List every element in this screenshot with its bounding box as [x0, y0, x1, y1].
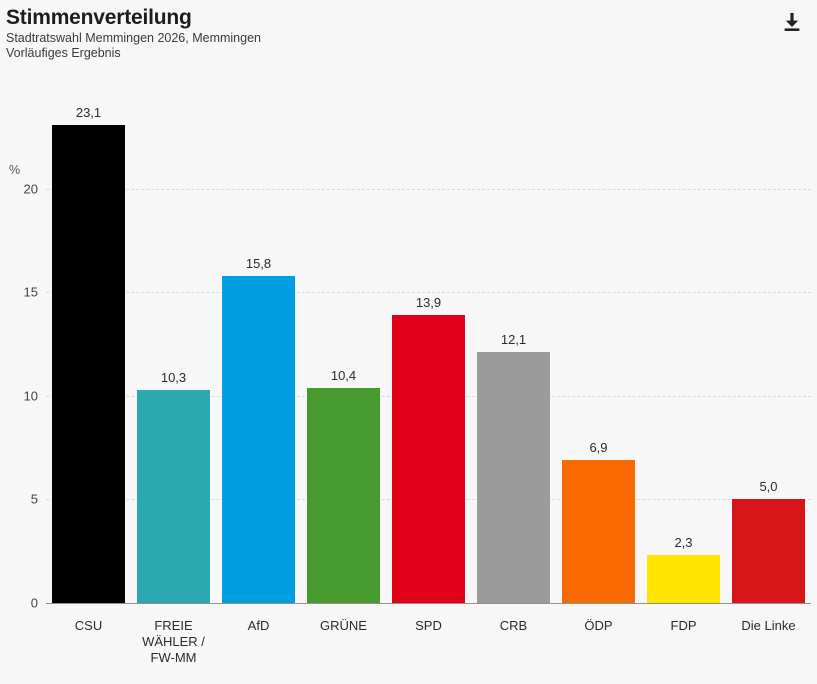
- bar-value-label: 13,9: [415, 295, 442, 311]
- bar-value-label: 5,0: [759, 479, 778, 495]
- bar-value-label: 10,4: [330, 367, 357, 383]
- x-axis-category-label: FDP: [641, 618, 726, 634]
- bar[interactable]: [646, 555, 721, 603]
- x-axis-category-label: SPD: [386, 618, 471, 634]
- x-axis-category-label: ÖDP: [556, 618, 641, 634]
- bar-value-label: 15,8: [245, 255, 272, 271]
- y-axis-unit: %: [9, 162, 21, 177]
- bar-group[interactable]: 15,8: [216, 84, 301, 604]
- x-axis-category-label: CSU: [46, 618, 131, 634]
- x-axis-label-line: Die Linke: [741, 618, 796, 633]
- plot-area: % 0 5 10 15 20 23,1 10,3 15,8 10,4 13,9 12,1 6,9 2,…: [0, 84, 817, 611]
- bar-value-label: 2,3: [674, 535, 693, 551]
- y-axis-tick-label: 5: [30, 491, 38, 507]
- x-axis: CSU FREIE WÄHLER / FW-MM AfD GRÜNE SPD CRB ÖDP FD…: [46, 608, 811, 684]
- x-axis-category-label: Die Linke: [726, 618, 811, 634]
- bar-value-label: 6,9: [589, 440, 608, 456]
- gridline: [46, 188, 811, 190]
- y-axis: % 0 5 10 15 20: [0, 84, 46, 611]
- bar[interactable]: [476, 352, 551, 603]
- chart-subtitle-secondary: Vorläufiges Ergebnis: [6, 46, 121, 60]
- x-axis-label-line: FW-MM: [150, 650, 197, 665]
- y-axis-tick-label: 15: [23, 284, 38, 300]
- bar-group[interactable]: 12,1: [471, 84, 556, 604]
- x-axis-label-line: FREIE: [154, 618, 193, 633]
- chart-subtitle: Stadtratswahl Memmingen 2026, Memmingen: [6, 31, 261, 45]
- x-axis-label-line: WÄHLER /: [142, 634, 205, 649]
- x-axis-category-label: AfD: [216, 618, 301, 634]
- bar-group[interactable]: 10,4: [301, 84, 386, 604]
- bar[interactable]: [731, 499, 806, 603]
- bar[interactable]: [51, 124, 126, 603]
- x-axis-category-label: GRÜNE: [301, 618, 386, 634]
- page-title: Stimmenverteilung: [6, 6, 192, 29]
- bar[interactable]: [391, 315, 466, 603]
- x-axis-label-line: ÖDP: [584, 618, 613, 633]
- x-axis-category-label: CRB: [471, 618, 556, 634]
- x-axis-label-line: CRB: [499, 618, 528, 633]
- gridline: [46, 292, 811, 294]
- bar-group[interactable]: 2,3: [641, 84, 726, 604]
- bar-group[interactable]: 23,1: [46, 84, 131, 604]
- chart-header: Stimmenverteilung Stadtratswahl Memminge…: [6, 6, 811, 61]
- bar-value-label: 12,1: [500, 332, 527, 348]
- bar[interactable]: [561, 460, 636, 603]
- bar[interactable]: [221, 275, 296, 603]
- bar-group[interactable]: 5,0: [726, 84, 811, 604]
- x-axis-label-line: CSU: [74, 618, 103, 633]
- bar-series: 23,1 10,3 15,8 10,4 13,9 12,1 6,9 2,3 5,0: [46, 84, 811, 604]
- download-icon: [781, 11, 803, 36]
- bar-group[interactable]: 10,3: [131, 84, 216, 604]
- bar[interactable]: [306, 387, 381, 603]
- axis-baseline: [46, 603, 811, 604]
- y-axis-tick-label: 10: [23, 388, 38, 404]
- bar-group[interactable]: 6,9: [556, 84, 641, 604]
- bar-value-label: 10,3: [160, 369, 187, 385]
- x-axis-label-line: SPD: [415, 618, 442, 633]
- y-axis-tick-label: 20: [23, 181, 38, 197]
- bar-group[interactable]: 13,9: [386, 84, 471, 604]
- bar[interactable]: [136, 389, 211, 603]
- download-button[interactable]: [777, 8, 807, 38]
- x-axis-label-line: AfD: [247, 618, 270, 633]
- x-axis-category-label: FREIE WÄHLER / FW-MM: [131, 618, 216, 666]
- bar-value-label: 23,1: [75, 104, 102, 120]
- y-axis-tick-label: 0: [30, 595, 38, 611]
- x-axis-label-line: FDP: [670, 618, 697, 633]
- x-axis-label-line: GRÜNE: [320, 618, 367, 633]
